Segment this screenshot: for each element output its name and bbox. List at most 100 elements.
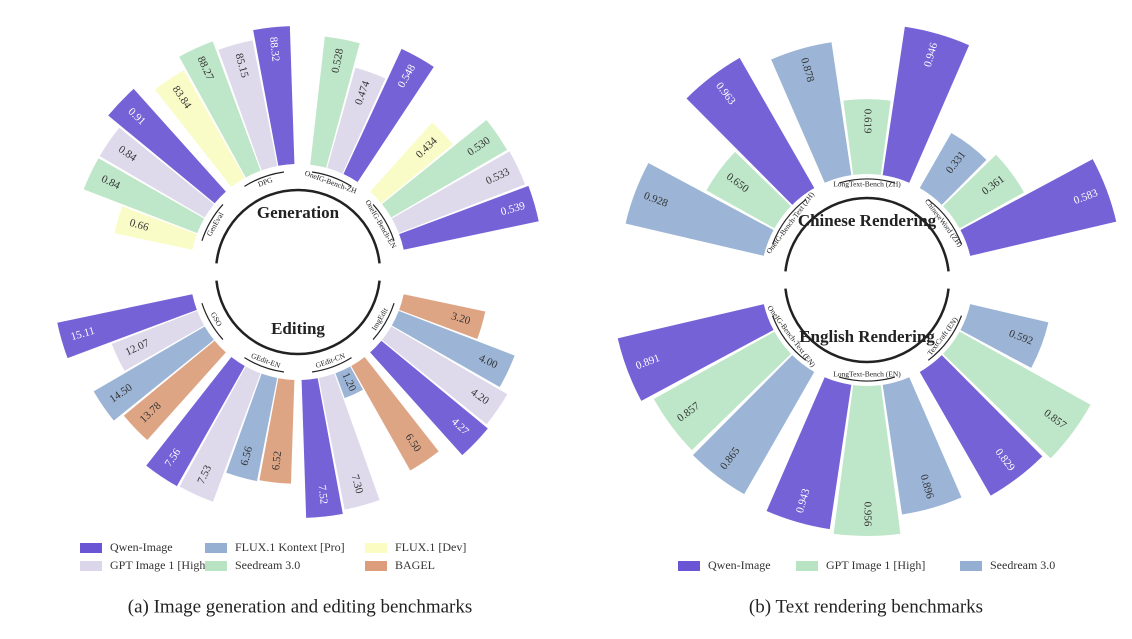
section-label: Editing [271,319,325,338]
bar [919,355,1043,496]
bar [960,304,1049,368]
legend-label: Qwen-Image [708,558,771,572]
bar [399,294,486,340]
bar [335,366,363,399]
value-label: 7.30 [349,473,366,495]
bar [833,385,901,536]
bar [123,340,226,441]
bar [218,40,278,171]
bar [391,310,515,388]
category-bracket [244,171,285,187]
bar [259,378,295,484]
caption: (b) Text rendering benchmarks [749,596,983,617]
radial-chart: GenerationGenEval0.660.840.840.91DPG83.8… [57,26,539,617]
bar [99,127,214,218]
bar [706,151,791,229]
section-arc [215,188,381,264]
category-bracket [838,178,896,184]
bar [370,122,453,204]
bar [771,42,852,183]
value-label: 0.619 [861,109,873,134]
bar [146,356,245,487]
value-label: 0.66 [128,217,150,234]
legend-label: GPT Image 1 [High] [110,558,209,572]
value-label: 88.32 [267,36,282,62]
legend-label: Qwen-Image [110,540,173,554]
section-arc [215,280,381,356]
bar [686,57,815,205]
bar [327,67,386,174]
legend-label: FLUX.1 [Dev] [395,540,466,554]
bar [617,304,774,401]
bar [882,377,962,515]
bar [399,185,539,250]
category-bracket [372,303,395,340]
bar [960,159,1117,256]
legend-label: BAGEL [395,558,435,572]
bar [692,355,815,495]
legend-label: FLUX.1 Kontext [Pro] [235,540,345,554]
section-label: English Rendering [799,327,935,346]
bar [93,326,214,421]
bar [179,366,261,502]
category-bracket [838,376,896,382]
value-label: 3.20 [450,310,472,327]
bar [919,132,987,205]
category-label: GSO [209,310,225,328]
legend-label: Seedream 3.0 [990,558,1055,572]
bar [310,36,360,168]
section-label: Generation [257,203,340,222]
category-bracket [771,315,807,361]
bar [843,99,891,175]
category-bracket [927,315,963,361]
legend-swatch [365,543,387,553]
value-label: 6.52 [270,450,284,470]
bar [114,206,197,250]
legend-swatch [678,561,700,571]
bar [351,356,439,471]
category-bracket [201,204,224,241]
bar [391,151,526,234]
value-label: 0.528 [330,47,347,74]
bar [943,331,1091,459]
bar [301,378,343,518]
bar [179,41,261,178]
category-bracket [201,303,224,340]
bar [226,373,278,482]
bar [343,48,434,182]
bar [108,88,226,204]
section-arc [784,288,950,364]
bar [318,373,380,510]
category-bracket [244,357,285,373]
legend-swatch [796,561,818,571]
category-bracket [372,204,395,241]
value-label: 7.52 [316,484,330,504]
bar [382,326,508,425]
legend-swatch [960,561,982,571]
legend-swatch [205,561,227,571]
legend-swatch [80,561,102,571]
bar [83,158,205,234]
value-label: 0.956 [861,502,873,527]
bar [382,119,508,218]
legend-label: GPT Image 1 [High] [826,558,925,572]
bar [625,162,774,256]
legend-label: Seedream 3.0 [235,558,300,572]
category-bracket [311,171,352,187]
legend-swatch [365,561,387,571]
section-label: Chinese Rendering [798,211,937,230]
legend-swatch [80,543,102,553]
bar [370,340,488,456]
category-bracket [927,199,963,245]
bar [766,377,852,530]
category-bracket [311,357,352,373]
bar [253,26,295,166]
section-arc [784,196,950,272]
category-label: LongText-Bench (ZH) [833,180,901,189]
caption: (a) Image generation and editing benchma… [128,596,473,617]
bar [154,70,245,188]
category-label: LongText-Bench (EN) [833,370,901,379]
category-label: DPG [257,175,275,189]
bar [943,154,1024,229]
